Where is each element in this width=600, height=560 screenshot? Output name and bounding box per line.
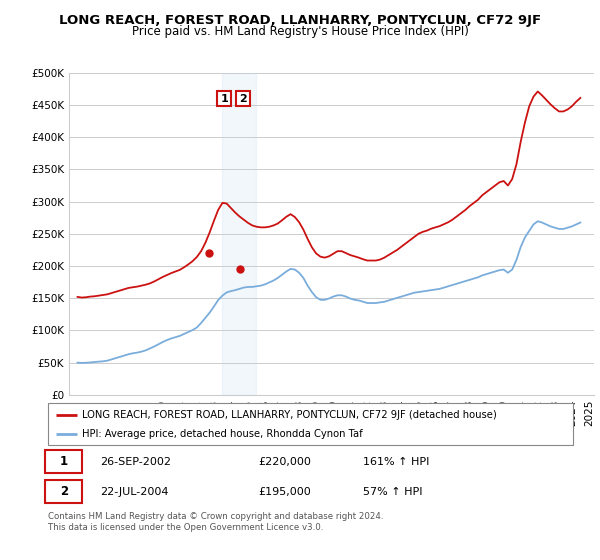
Text: 57% ↑ HPI: 57% ↑ HPI — [363, 487, 422, 497]
Text: £195,000: £195,000 — [258, 487, 311, 497]
Text: 2: 2 — [59, 485, 68, 498]
FancyBboxPatch shape — [46, 480, 82, 503]
Text: LONG REACH, FOREST ROAD, LLANHARRY, PONTYCLUN, CF72 9JF: LONG REACH, FOREST ROAD, LLANHARRY, PONT… — [59, 14, 541, 27]
Text: 22-JUL-2004: 22-JUL-2004 — [101, 487, 169, 497]
Text: 1: 1 — [220, 94, 228, 104]
Text: HPI: Average price, detached house, Rhondda Cynon Taf: HPI: Average price, detached house, Rhon… — [82, 429, 363, 439]
Bar — [223, 73, 256, 395]
Text: £220,000: £220,000 — [258, 456, 311, 466]
Text: 1: 1 — [59, 455, 68, 468]
Text: LONG REACH, FOREST ROAD, LLANHARRY, PONTYCLUN, CF72 9JF (detached house): LONG REACH, FOREST ROAD, LLANHARRY, PONT… — [82, 409, 497, 419]
Text: 2: 2 — [239, 94, 247, 104]
FancyBboxPatch shape — [46, 450, 82, 473]
Text: 26-SEP-2002: 26-SEP-2002 — [101, 456, 172, 466]
Text: Contains HM Land Registry data © Crown copyright and database right 2024.
This d: Contains HM Land Registry data © Crown c… — [48, 512, 383, 532]
Text: 161% ↑ HPI: 161% ↑ HPI — [363, 456, 430, 466]
Text: Price paid vs. HM Land Registry's House Price Index (HPI): Price paid vs. HM Land Registry's House … — [131, 25, 469, 38]
